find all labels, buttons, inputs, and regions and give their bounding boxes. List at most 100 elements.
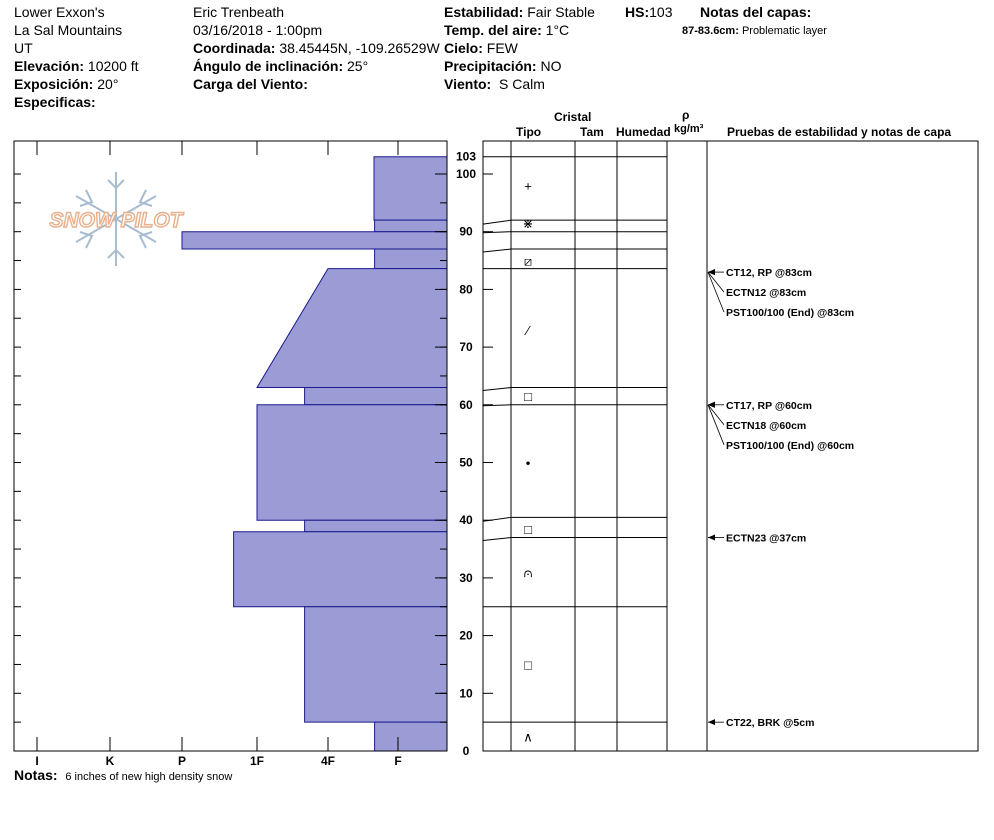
logo-wordmark: SNOW PILOT	[50, 209, 185, 232]
height-tick-label: 0	[463, 744, 470, 758]
hardness-bar-0	[373, 156, 448, 221]
aspect-label: Exposición:	[14, 76, 94, 92]
height-tick-label: 100	[456, 167, 476, 181]
wind-value: S Calm	[498, 76, 545, 92]
layer-note-range: 87-83.6cm:	[682, 25, 739, 37]
height-tick-label: 40	[459, 513, 473, 527]
stability-test-label: CT17, RP @60cm	[726, 400, 812, 412]
wind: Viento: S Calm	[444, 75, 545, 93]
air-temperature-label: Temp. del aire:	[444, 22, 542, 38]
grain-symbol-2: ⧄	[524, 254, 532, 269]
hardness-tick-label: F	[394, 754, 401, 768]
test-arrow	[708, 269, 715, 276]
grain-symbol-6: □	[524, 522, 532, 537]
test-leader-line	[707, 271, 725, 313]
grain-symbol-5: •	[526, 456, 531, 471]
hardness-tick-label: 1F	[250, 754, 264, 768]
layer-note-text: Problematic layer	[741, 25, 827, 37]
snowpilot-logo-text: SNOW PILOT	[49, 208, 186, 232]
stability-test-label: CT22, BRK @5cm	[726, 717, 814, 729]
stability-label: Estabilidad:	[444, 4, 524, 20]
layer-boundary-6	[482, 404, 667, 407]
height-tick-label: 30	[459, 571, 473, 585]
test-leader-line	[707, 404, 725, 445]
notes-text: 6 inches of new high density snow	[65, 771, 233, 783]
hardness-bar-4	[256, 268, 448, 388]
state: UT	[14, 40, 33, 56]
stability-test-label: PST100/100 (End) @83cm	[726, 307, 854, 319]
test-arrow	[708, 534, 715, 541]
stability-test-label: CT12, RP @83cm	[726, 267, 812, 279]
elevation: Elevación: 10200 ft	[14, 57, 139, 75]
aspect: Exposición: 20°	[14, 75, 118, 93]
column-header-rho: ρ	[682, 108, 690, 122]
precipitation-value: NO	[540, 58, 562, 74]
column-header-tests: Pruebas de estabilidad y notas de capa	[727, 125, 952, 139]
column-header-cristal: Cristal	[554, 110, 592, 124]
height-tick-label: 60	[459, 398, 473, 412]
sky-label: Cielo:	[444, 40, 483, 56]
hardness-bar-2	[181, 231, 448, 250]
location-name: Lower Exxon's	[14, 4, 105, 20]
test-arrow	[708, 401, 715, 408]
grain-symbol-1: ⋇	[523, 216, 534, 231]
hardness-bar-10	[374, 721, 448, 752]
hardness-bar-8	[233, 531, 448, 608]
layer-boundary-8	[482, 537, 667, 542]
layer-boundary-3	[482, 248, 667, 253]
column-header-tam: Tam	[580, 125, 604, 139]
stability-test-label: ECTN12 @83cm	[726, 287, 806, 299]
hardness-bar-6	[256, 404, 448, 521]
snow-height: HS:103	[625, 3, 672, 21]
hardness-bar-3	[374, 248, 448, 270]
stability: Estabilidad: Fair Stable	[444, 3, 595, 21]
layer-note: 87-83.6cm: Problematic layer	[682, 24, 827, 38]
height-tick-label: 80	[459, 282, 473, 296]
hardness-tick-label: K	[106, 754, 115, 768]
precipitation: Precipitación: NO	[444, 57, 561, 75]
height-tick-label: 20	[459, 629, 473, 643]
air-temperature: Temp. del aire: 1°C	[444, 21, 569, 39]
sky-value: FEW	[486, 40, 518, 56]
stability-test-label: ECTN18 @60cm	[726, 420, 806, 432]
elevation-value: 10200 ft	[87, 58, 139, 74]
notes-label: Notas:	[14, 767, 58, 783]
layer-boundary-5	[482, 386, 667, 391]
height-tick-label: 10	[459, 686, 473, 700]
test-arrow	[708, 719, 715, 726]
observation-datetime: 03/16/2018 - 1:00pm	[193, 22, 323, 38]
stability-test-label: PST100/100 (End) @60cm	[726, 440, 854, 452]
hardness-tick-label: P	[178, 754, 186, 768]
aspect-value: 20°	[97, 76, 119, 92]
height-tick-label: 90	[459, 225, 473, 239]
test-leader-line	[707, 404, 725, 426]
hardness-bar-5	[304, 386, 448, 406]
height-tick-label: 50	[459, 456, 473, 470]
sky: Cielo: FEW	[444, 39, 518, 57]
stability-value: Fair Stable	[527, 4, 595, 20]
layer-boundary-2	[482, 231, 667, 234]
hardness-tick-label: I	[35, 754, 38, 768]
layer-boundary-1	[482, 219, 667, 225]
coordinates-label: Coordinada:	[193, 40, 276, 56]
layer-notes-label: Notas del capas:	[700, 4, 812, 20]
slope-angle: Ángulo de inclinación: 25°	[193, 57, 368, 75]
stratigraphy-frame	[482, 140, 979, 752]
grain-symbol-3: ⁄	[524, 323, 531, 338]
test-leader-line	[707, 271, 725, 293]
hardness-plot-frame	[13, 140, 448, 752]
hardness-bar-1	[374, 219, 448, 233]
air-temperature-value: 1°C	[545, 22, 570, 38]
grain-symbol-9: ∧	[523, 730, 533, 745]
hardness-bar-9	[304, 606, 448, 723]
column-header-humedad: Humedad	[616, 125, 671, 139]
observer-name: Eric Trenbeath	[193, 4, 285, 20]
snowpilot-logo	[75, 172, 157, 266]
precipitation-label: Precipitación:	[444, 58, 537, 74]
grain-symbol-0: +	[524, 179, 532, 194]
slope-angle-value: 25°	[347, 58, 369, 74]
hs-tick-label: 103	[456, 150, 476, 164]
height-tick-label: 70	[459, 340, 473, 354]
coordinates: Coordinada: 38.45445N, -109.26529W	[193, 39, 440, 57]
